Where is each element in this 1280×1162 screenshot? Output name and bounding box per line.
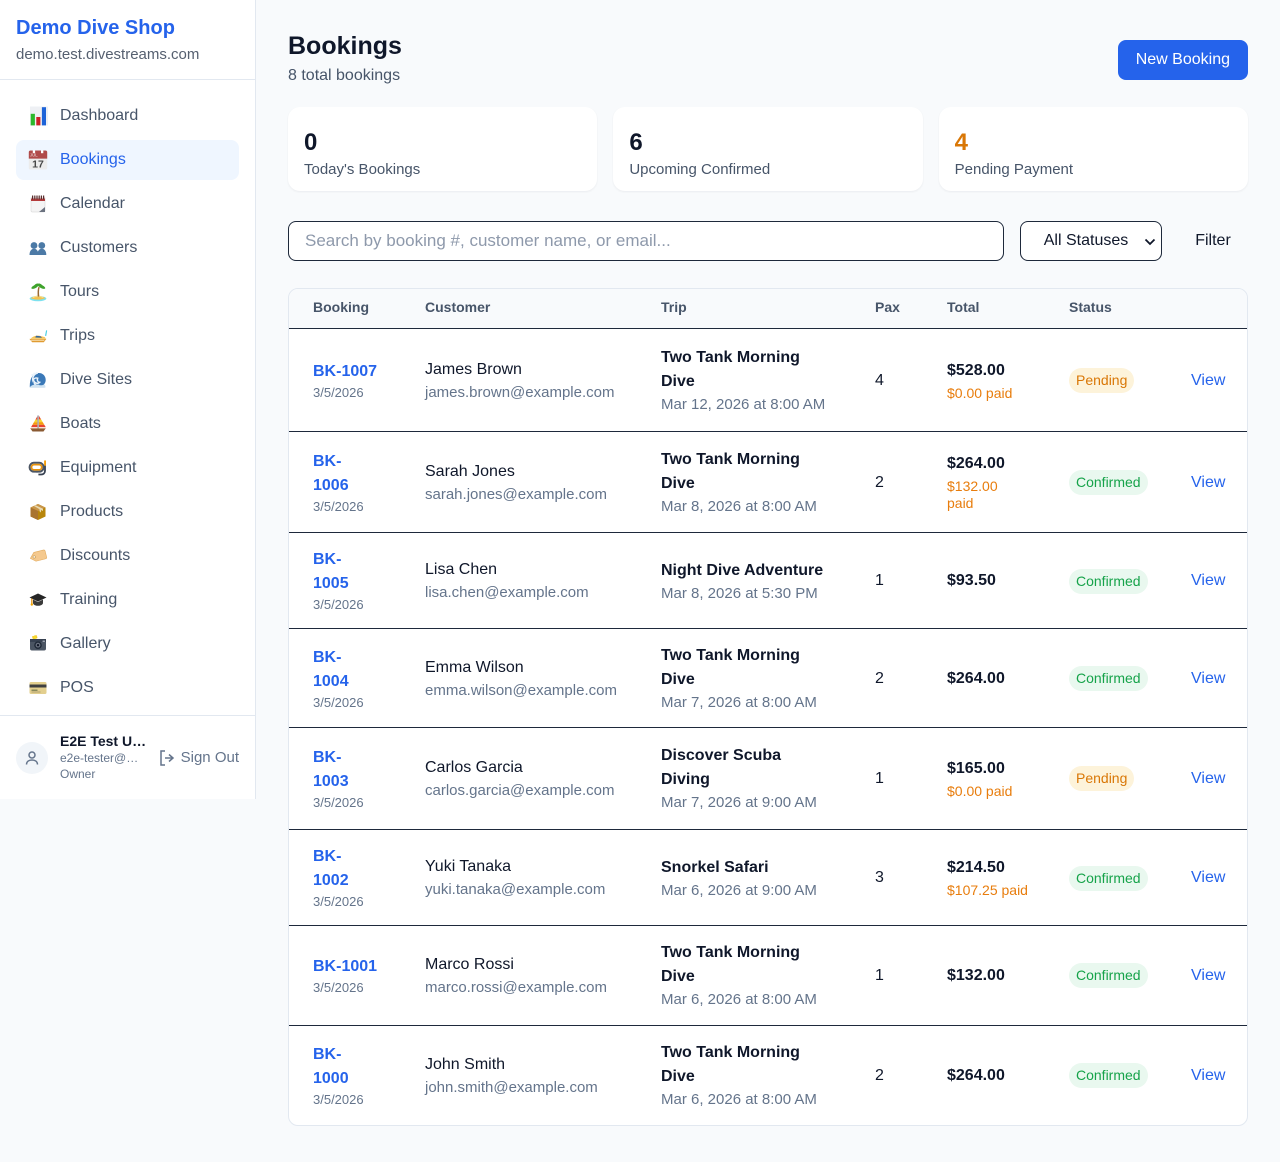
svg-text:JUL: JUL <box>30 153 38 158</box>
svg-text:17: 17 <box>32 158 44 170</box>
